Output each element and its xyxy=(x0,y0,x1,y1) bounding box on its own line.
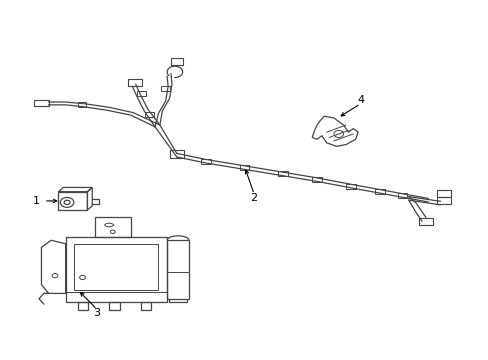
Text: 1: 1 xyxy=(33,196,40,206)
Bar xyxy=(311,177,321,182)
Bar xyxy=(161,86,170,91)
Bar xyxy=(145,112,154,117)
Bar xyxy=(397,193,406,198)
Bar xyxy=(78,302,88,310)
Bar xyxy=(169,150,183,158)
Bar xyxy=(418,217,432,225)
Bar xyxy=(140,302,151,310)
Bar xyxy=(34,100,49,106)
Bar xyxy=(65,237,167,302)
Bar xyxy=(167,240,188,299)
Bar xyxy=(278,171,287,176)
Bar xyxy=(171,58,183,65)
Bar xyxy=(78,102,86,107)
Text: 3: 3 xyxy=(93,308,101,318)
Bar xyxy=(436,190,450,197)
Text: 4: 4 xyxy=(356,95,364,105)
Bar xyxy=(374,189,384,194)
Bar xyxy=(58,192,87,210)
Bar xyxy=(239,165,249,170)
Bar xyxy=(137,91,145,96)
Bar xyxy=(201,159,210,164)
Bar xyxy=(95,217,131,237)
Bar xyxy=(74,244,158,290)
Bar xyxy=(436,197,450,204)
Bar xyxy=(109,302,120,310)
Bar xyxy=(128,78,142,86)
Bar xyxy=(346,184,355,189)
Text: 2: 2 xyxy=(250,193,257,203)
